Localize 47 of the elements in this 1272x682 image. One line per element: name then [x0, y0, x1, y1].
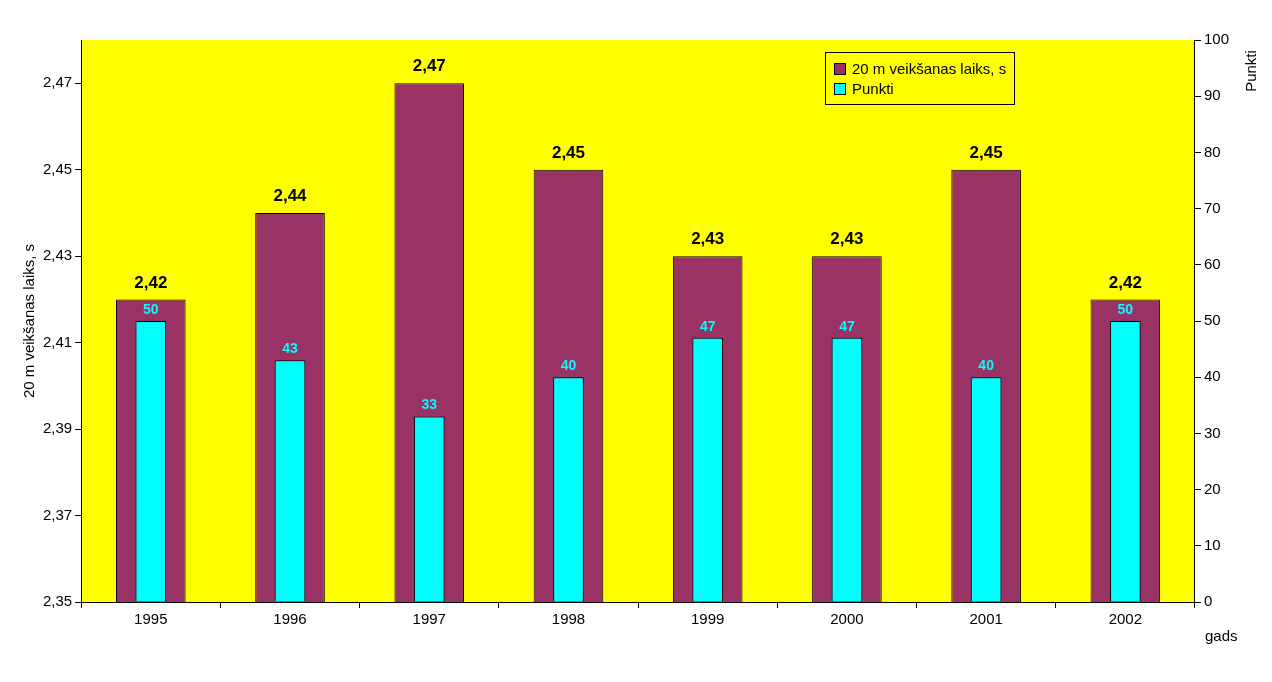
- data-label: 2,47: [412, 56, 446, 76]
- y-tick-label: 2,41: [42, 332, 73, 350]
- y2-tick-label: 0: [1203, 592, 1213, 610]
- y2-tick-label: 90: [1203, 86, 1221, 104]
- data-label: 2,44: [273, 186, 308, 206]
- legend-label: 20 m veikšanas laiks, s: [850, 60, 1007, 77]
- y2-tick-label: 50: [1203, 311, 1221, 329]
- data-label: 50: [1117, 300, 1134, 317]
- x-tick-label: 1997: [412, 610, 446, 628]
- x-tick-label: 2000: [830, 610, 864, 628]
- y2-axis-title: Punkti: [1241, 50, 1259, 92]
- x-tick-label: 1998: [551, 610, 586, 628]
- data-label: 47: [699, 317, 716, 334]
- y-axis-title: 20 m veikšanas laiks, s: [19, 243, 37, 399]
- y2-tick-label: 100: [1203, 30, 1229, 48]
- data-label: 50: [143, 300, 159, 317]
- x-axis-title: gads: [1204, 627, 1238, 644]
- y2-tick-label: 60: [1203, 254, 1221, 272]
- x-tick-label: 2002: [1108, 610, 1143, 628]
- x-tick-label: 2001: [969, 610, 1003, 628]
- x-tick-label: 1995: [134, 610, 168, 628]
- data-label: 40: [978, 357, 995, 374]
- y-tick-label: 2,35: [42, 592, 73, 610]
- y-tick-label: 2,45: [42, 159, 73, 177]
- x-tick-label: 1999: [691, 610, 725, 628]
- data-label: 40: [560, 357, 577, 374]
- data-label: 2,42: [134, 272, 168, 292]
- y2-tick-label: 40: [1203, 367, 1221, 385]
- y-tick-label: 2,47: [42, 73, 73, 91]
- data-label: 33: [421, 396, 438, 413]
- data-label: 2,45: [551, 142, 586, 162]
- y2-tick-label: 80: [1203, 142, 1221, 160]
- y-tick-label: 2,43: [42, 246, 73, 264]
- x-tick-label: 1996: [273, 610, 307, 628]
- y-tick-label: 2,39: [42, 419, 73, 437]
- legend-label: Punkti: [850, 80, 895, 97]
- y-tick-label: 2,37: [42, 505, 73, 523]
- data-label: 2,43: [691, 229, 725, 249]
- y2-tick-label: 70: [1203, 198, 1221, 216]
- data-label: 2,43: [830, 229, 864, 249]
- y2-tick-label: 10: [1203, 535, 1221, 553]
- data-label: 2,42: [1108, 272, 1142, 292]
- data-label: 47: [839, 317, 855, 334]
- data-label: 2,45: [969, 142, 1003, 162]
- y2-tick-label: 30: [1203, 423, 1221, 441]
- y2-tick-label: 20: [1203, 479, 1221, 497]
- data-label: 43: [282, 340, 299, 357]
